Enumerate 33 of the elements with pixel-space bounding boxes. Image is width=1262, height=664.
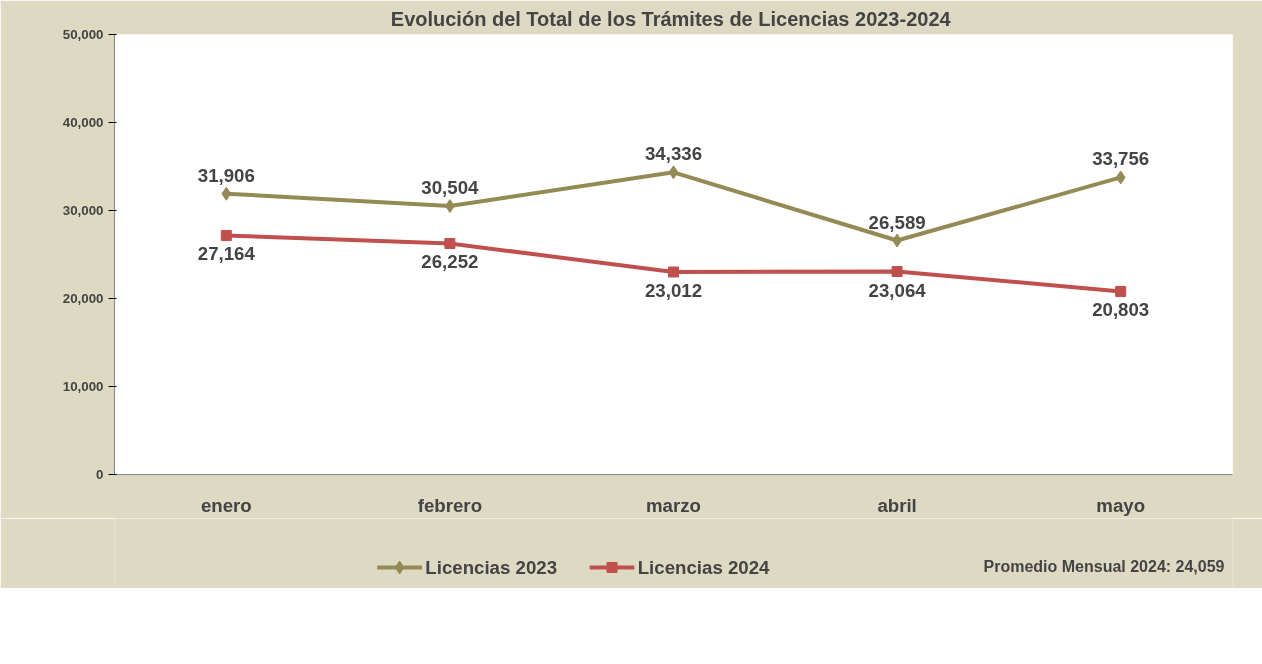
data-label: 23,064 <box>868 279 927 301</box>
point <box>221 186 232 201</box>
data-label: 23,012 <box>644 279 703 301</box>
point <box>220 229 232 241</box>
point <box>1115 285 1127 297</box>
data-label: 31,906 <box>197 164 255 186</box>
data-label: 26,252 <box>421 251 479 273</box>
y-tick-label: 50,000 <box>62 27 104 42</box>
data-label: 33,756 <box>1092 148 1150 170</box>
x-tick-label: enero <box>200 494 252 516</box>
data-label: 20,803 <box>1092 299 1150 321</box>
x-tick-label: febrero <box>417 494 483 516</box>
point <box>668 165 679 180</box>
x-tick-label: marzo <box>646 494 701 516</box>
text: Promedio Mensual 2024: 24,059 <box>983 558 1225 575</box>
legend-label: Licencias 2024 <box>637 557 771 578</box>
y-tick-label: 0 <box>96 467 104 482</box>
y-tick-label: 10,000 <box>62 379 104 394</box>
data-label: 30,504 <box>421 177 480 199</box>
x-tick-label: abril <box>877 494 917 516</box>
point <box>1115 170 1126 185</box>
y-tick-label: 30,000 <box>62 203 104 218</box>
y-tick-label: 20,000 <box>62 291 104 306</box>
point <box>891 266 903 278</box>
point <box>444 237 456 249</box>
legend-label: Licencias 2023 <box>425 557 558 578</box>
y-tick-label: 40,000 <box>62 115 104 130</box>
data-label: 27,164 <box>197 243 256 265</box>
chart-title: Evolución del Total de los Trámites de Licencias 2023-2024 <box>390 7 952 30</box>
x-tick-label: mayo <box>1096 494 1146 516</box>
data-label: 34,336 <box>644 143 703 165</box>
point <box>668 266 679 278</box>
data-label: 26,589 <box>868 211 926 233</box>
